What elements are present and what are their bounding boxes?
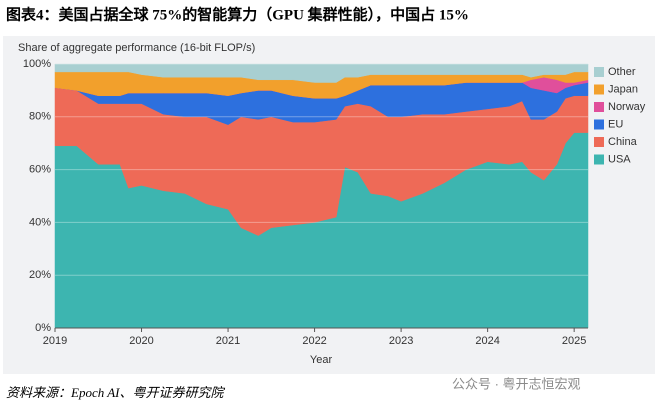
y-tick-label: 80% <box>29 111 51 123</box>
legend-label: EU <box>608 118 623 130</box>
x-tick-label: 2023 <box>389 335 413 347</box>
x-tick-label: 2025 <box>562 335 586 347</box>
x-tick-label: 2019 <box>43 335 67 347</box>
legend-swatch <box>594 102 604 112</box>
y-tick-label: 0% <box>35 322 51 334</box>
legend-label: Japan <box>608 83 638 95</box>
x-tick-label: 2020 <box>129 335 153 347</box>
legend-label: Norway <box>608 101 646 113</box>
y-tick-label: 100% <box>23 58 51 70</box>
legend-swatch <box>594 67 604 77</box>
source: 资料来源：Epoch AI、粤开证券研究院 <box>6 385 225 400</box>
y-axis-title: Share of aggregate performance (16-bit F… <box>18 42 255 54</box>
legend-swatch <box>594 137 604 147</box>
x-axis-title: Year <box>310 354 333 366</box>
legend-label: China <box>608 136 638 148</box>
watermark: 公众号 · 粤开志恒宏观 <box>452 376 581 391</box>
legend-swatch <box>594 84 604 95</box>
legend-label: USA <box>608 153 631 165</box>
y-tick-label: 40% <box>29 216 51 228</box>
x-tick-label: 2022 <box>302 335 326 347</box>
legend-label: Other <box>608 66 636 78</box>
x-tick-label: 2024 <box>475 335 499 347</box>
x-tick-label: 2021 <box>216 335 240 347</box>
y-tick-label: 60% <box>29 164 51 176</box>
legend-swatch <box>594 119 604 130</box>
chart-title: 图表4：美国占据全球 75%的智能算力（GPU 集群性能），中国占 15% <box>6 5 469 23</box>
y-tick-label: 20% <box>29 269 51 281</box>
legend-swatch <box>594 154 604 165</box>
area <box>54 63 589 83</box>
